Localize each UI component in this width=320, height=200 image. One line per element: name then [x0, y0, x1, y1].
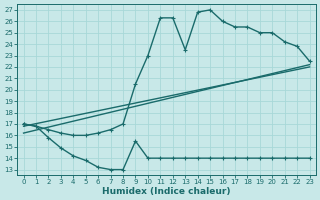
X-axis label: Humidex (Indice chaleur): Humidex (Indice chaleur) — [102, 187, 231, 196]
